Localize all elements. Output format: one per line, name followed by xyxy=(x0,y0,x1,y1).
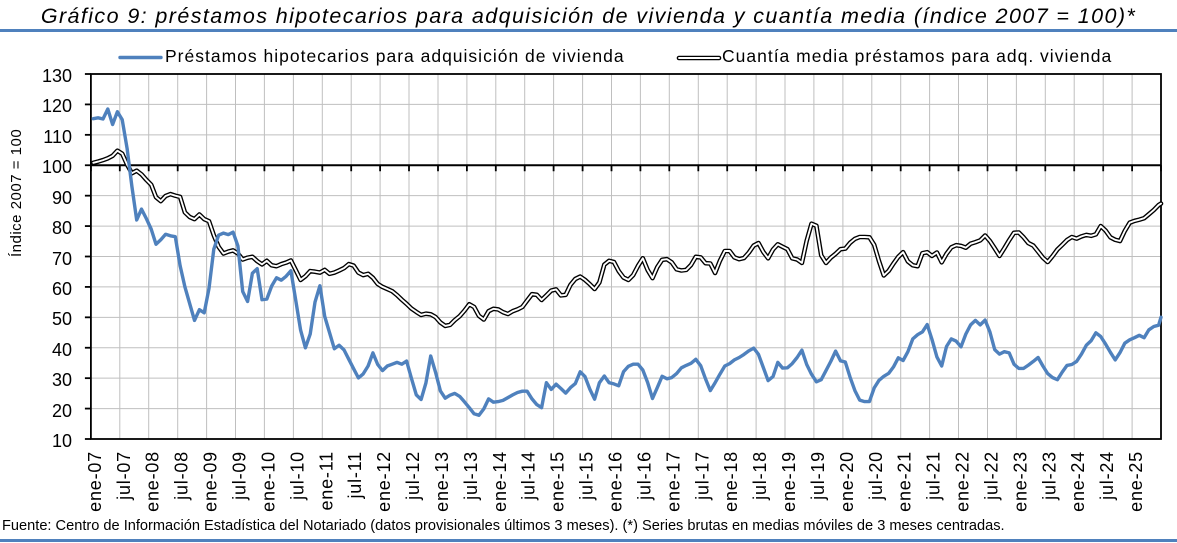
svg-text:jul-17: jul-17 xyxy=(692,451,712,501)
svg-text:jul-19: jul-19 xyxy=(808,451,828,501)
svg-text:ene-18: ene-18 xyxy=(721,451,741,512)
svg-text:jul-14: jul-14 xyxy=(519,451,539,501)
svg-text:jul-09: jul-09 xyxy=(230,451,250,501)
svg-text:ene-10: ene-10 xyxy=(258,451,278,512)
svg-text:ene-14: ene-14 xyxy=(490,451,510,512)
svg-text:jul-20: jul-20 xyxy=(866,451,886,501)
svg-text:jul-13: jul-13 xyxy=(461,451,481,501)
svg-text:ene-19: ene-19 xyxy=(779,451,799,512)
svg-text:ene-16: ene-16 xyxy=(606,451,626,512)
svg-text:ene-25: ene-25 xyxy=(1126,451,1146,512)
svg-text:jul-10: jul-10 xyxy=(287,451,307,501)
svg-text:jul-16: jul-16 xyxy=(634,451,654,501)
svg-text:jul-21: jul-21 xyxy=(924,451,944,501)
svg-text:Índice 2007 = 100: Índice 2007 = 100 xyxy=(8,129,25,257)
svg-text:ene-08: ene-08 xyxy=(143,451,163,512)
svg-text:jul-07: jul-07 xyxy=(114,451,134,501)
svg-text:ene-07: ene-07 xyxy=(85,451,105,512)
svg-text:ene-15: ene-15 xyxy=(548,451,568,512)
svg-text:ene-21: ene-21 xyxy=(895,451,915,512)
svg-text:ene-12: ene-12 xyxy=(374,451,394,512)
svg-text:jul-08: jul-08 xyxy=(172,451,192,501)
svg-text:ene-09: ene-09 xyxy=(201,451,221,512)
svg-text:jul-18: jul-18 xyxy=(750,451,770,501)
svg-text:ene-17: ene-17 xyxy=(663,451,683,512)
svg-text:ene-22: ene-22 xyxy=(953,451,973,512)
svg-text:jul-23: jul-23 xyxy=(1039,451,1059,501)
svg-text:jul-22: jul-22 xyxy=(982,451,1002,501)
svg-text:jul-12: jul-12 xyxy=(403,451,423,501)
svg-text:jul-15: jul-15 xyxy=(577,451,597,501)
svg-text:ene-24: ene-24 xyxy=(1068,451,1088,512)
svg-text:jul-24: jul-24 xyxy=(1097,451,1117,501)
svg-text:jul-11: jul-11 xyxy=(345,451,365,500)
svg-text:ene-13: ene-13 xyxy=(432,451,452,512)
svg-text:ene-11: ene-11 xyxy=(316,451,336,511)
svg-text:ene-23: ene-23 xyxy=(1010,451,1030,512)
svg-text:ene-20: ene-20 xyxy=(837,451,857,512)
